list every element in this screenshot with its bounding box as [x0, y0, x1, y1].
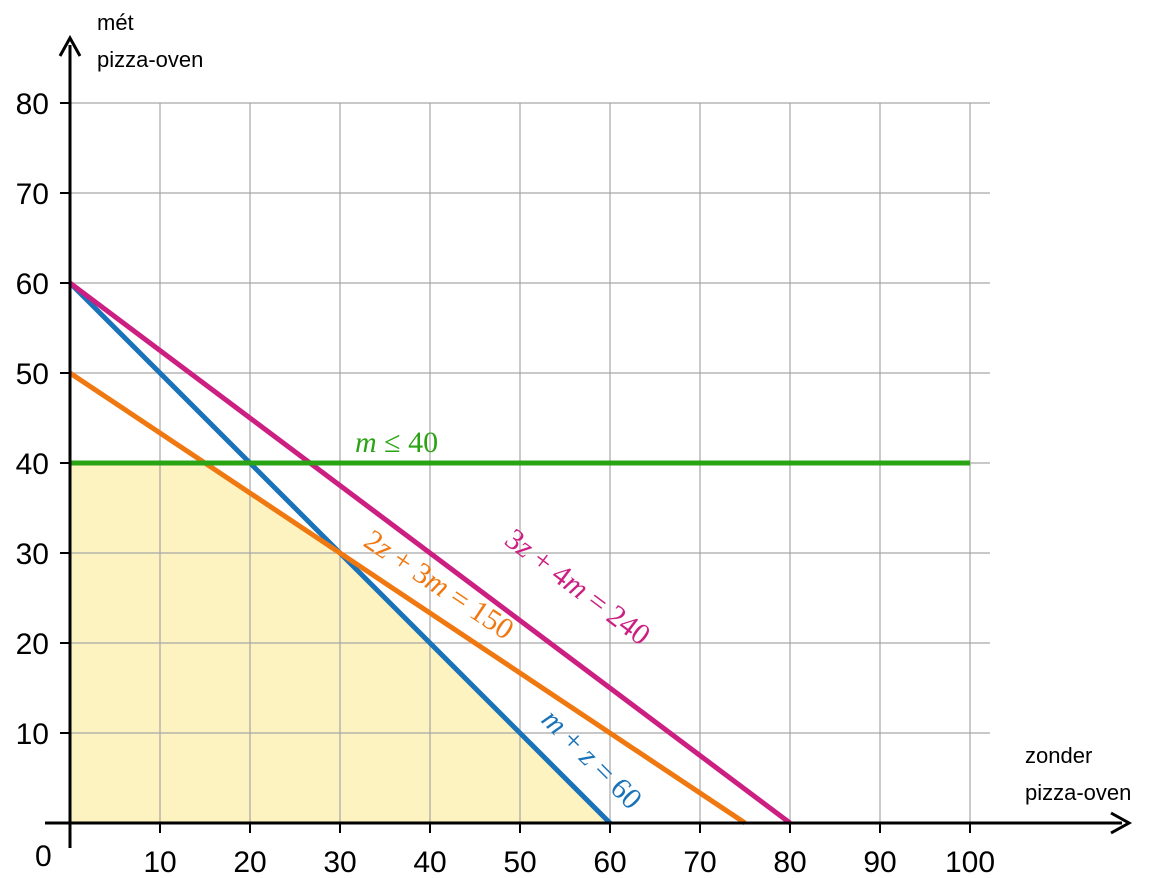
x-tick-label: 40	[413, 846, 446, 878]
grid-layer	[70, 102, 990, 823]
x-tick-label: 60	[593, 846, 626, 878]
y-axis-title-line-1: mét	[97, 10, 134, 35]
x-axis-title-line-1: zonder	[1025, 743, 1092, 768]
series-layer	[68, 281, 970, 826]
x-axis-arrow	[1110, 811, 1133, 835]
y-tick-label: 50	[16, 358, 49, 391]
x-tick-label: 10	[143, 846, 176, 878]
x-tick-label: 90	[863, 846, 896, 878]
x-tick-label: 20	[233, 846, 266, 878]
origin-label: 0	[35, 840, 52, 873]
y-axis-arrow	[58, 34, 82, 57]
axis-layer	[45, 34, 1133, 848]
y-tick-label: 10	[16, 718, 49, 751]
x-tick-label: 50	[503, 846, 536, 878]
series-label: m ≤ 40	[355, 426, 438, 459]
x-tick-label: 100	[945, 846, 995, 878]
x-tick-label: 80	[773, 846, 806, 878]
y-tick-label: 70	[16, 178, 49, 211]
y-tick-label: 80	[16, 88, 49, 121]
series-line	[68, 370, 747, 826]
x-tick-label: 70	[683, 846, 716, 878]
series-line	[68, 281, 792, 825]
y-axis-title-line-2: pizza-oven	[97, 47, 203, 72]
axis-title-layer: mét pizza-oven zonder pizza-oven 0	[35, 10, 1131, 873]
x-tick-label: 30	[323, 846, 356, 878]
x-axis-title-line-2: pizza-oven	[1025, 780, 1131, 805]
y-tick-label: 30	[16, 538, 49, 571]
y-tick-label: 40	[16, 448, 49, 481]
tick-label-layer: 10 20 30 40 50 60 70 80 90 100 10 20 30 40 50 60 70 80	[16, 88, 995, 878]
y-tick-label: 60	[16, 268, 49, 301]
series-label: 3z + 4m = 240	[499, 522, 657, 652]
y-tick-label: 20	[16, 628, 49, 661]
